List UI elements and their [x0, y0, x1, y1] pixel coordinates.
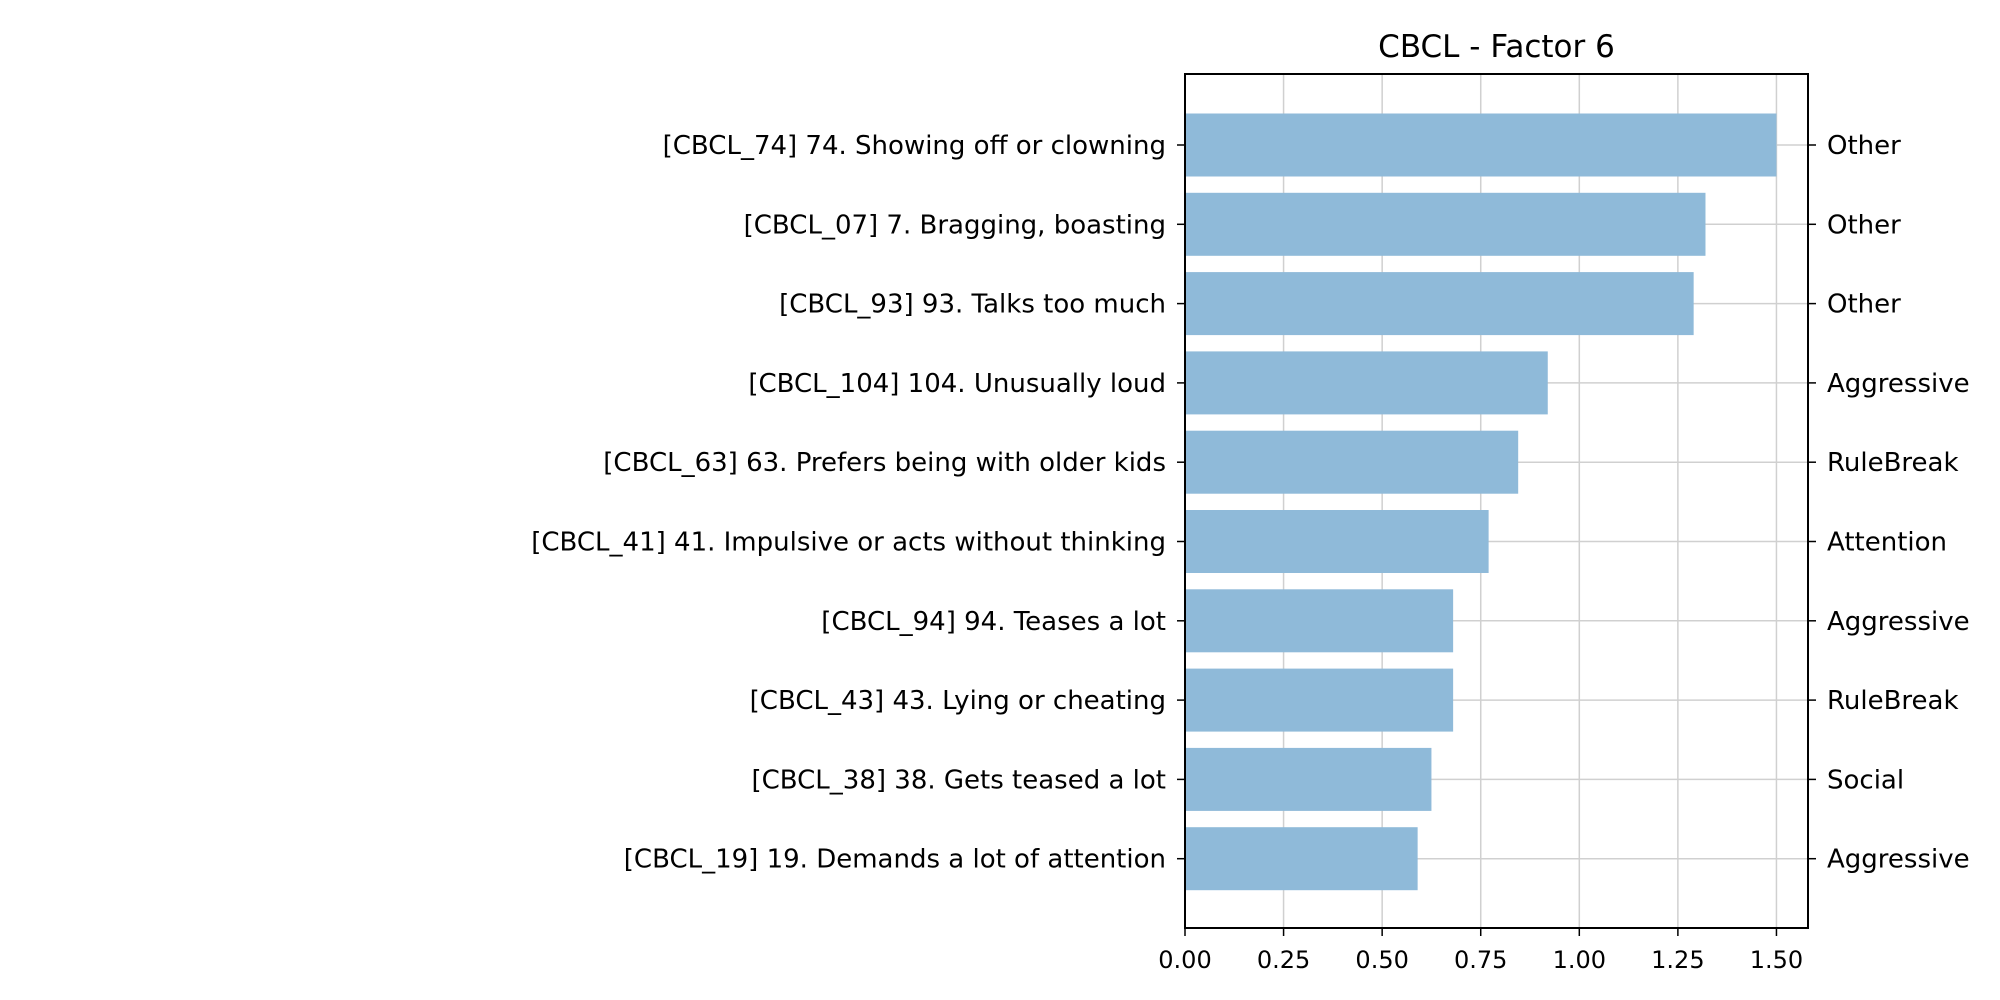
- x-tick-label: 0.75: [1454, 946, 1507, 974]
- right-category-label: Other: [1827, 131, 1901, 161]
- plot-frame: [1184, 73, 1809, 929]
- bar: [1185, 668, 1454, 732]
- bar: [1185, 747, 1432, 811]
- right-category-label: Other: [1827, 290, 1901, 320]
- x-tick-label: 0.25: [1257, 946, 1310, 974]
- right-category-label: Other: [1827, 210, 1901, 240]
- x-tick-label: 1.25: [1651, 946, 1704, 974]
- category-label: [CBCL_19] 19. Demands a lot of attention: [624, 845, 1166, 875]
- x-tick-label: 0.00: [1158, 946, 1211, 974]
- bar: [1185, 430, 1519, 494]
- right-category-label: Aggressive: [1827, 607, 1970, 637]
- right-category-label: RuleBreak: [1827, 448, 1959, 478]
- x-tick-label: 1.00: [1553, 946, 1606, 974]
- right-category-labels: Other Other Other Aggressive RuleBreak Attent…: [1808, 131, 1970, 875]
- bar: [1185, 113, 1777, 177]
- bar: [1185, 351, 1548, 415]
- category-label: [CBCL_104] 104. Unusually loud: [748, 369, 1166, 399]
- category-label: [CBCL_63] 63. Prefers being with older k…: [603, 448, 1166, 478]
- category-label: [CBCL_93] 93. Talks too much: [779, 290, 1166, 320]
- category-label: [CBCL_43] 43. Lying or cheating: [750, 686, 1166, 716]
- x-tick-label: 1.50: [1750, 946, 1803, 974]
- right-category-label: Social: [1827, 765, 1904, 795]
- category-label: [CBCL_41] 41. Impulsive or acts without …: [531, 528, 1166, 558]
- bar: [1185, 589, 1454, 653]
- right-category-label: Attention: [1827, 528, 1947, 558]
- x-axis-ticks: 0.00 0.25 0.50 0.75 1.00 1.25 1.50: [1158, 928, 1803, 974]
- right-category-label: RuleBreak: [1827, 686, 1959, 716]
- bar: [1185, 510, 1489, 573]
- chart-title: CBCL - Factor 6: [1378, 29, 1615, 65]
- x-tick-label: 0.50: [1355, 946, 1408, 974]
- category-label: [CBCL_94] 94. Teases a lot: [821, 607, 1166, 637]
- bar: [1185, 272, 1694, 336]
- bar: [1185, 192, 1706, 256]
- category-labels: [CBCL_74] 74. Showing off or clowning [CB…: [531, 131, 1185, 875]
- bars: [1185, 113, 1777, 891]
- category-label: [CBCL_38] 38. Gets teased a lot: [751, 765, 1166, 795]
- category-label: [CBCL_74] 74. Showing off or clowning: [663, 131, 1166, 161]
- category-label: [CBCL_07] 7. Bragging, boasting: [744, 210, 1166, 240]
- right-category-label: Aggressive: [1827, 369, 1970, 399]
- bar: [1185, 827, 1418, 891]
- right-category-label: Aggressive: [1827, 845, 1970, 875]
